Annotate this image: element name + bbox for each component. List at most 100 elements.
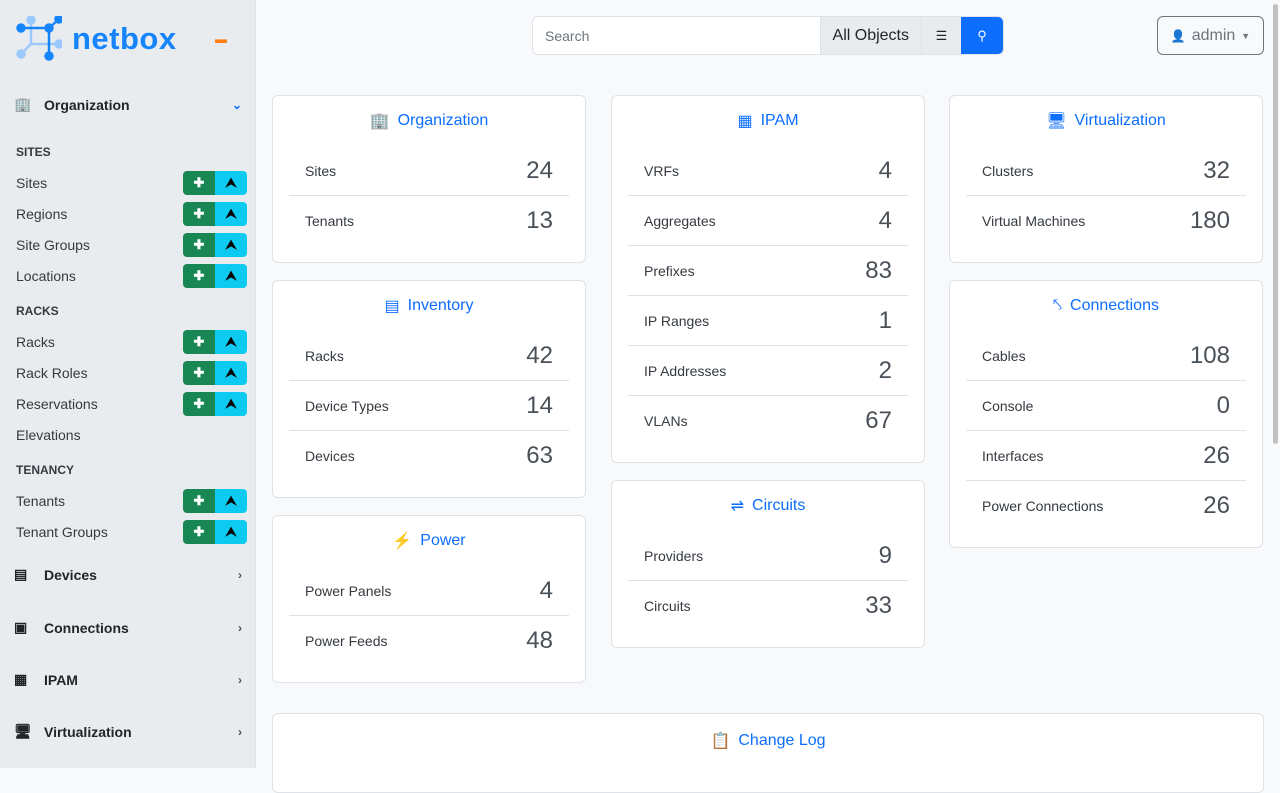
- changelog-title-text: Change Log: [738, 732, 826, 749]
- filter-button[interactable]: ☰: [921, 17, 961, 54]
- stat-row[interactable]: Interfaces 26: [966, 431, 1246, 481]
- stat-row[interactable]: Console 0: [966, 381, 1246, 431]
- sidebar-group-organization[interactable]: 🏢 Organization ⌄: [14, 94, 242, 116]
- stat-row[interactable]: VRFs 4: [628, 146, 908, 196]
- stat-row[interactable]: IP Addresses 2: [628, 346, 908, 396]
- stat-count: 26: [1203, 492, 1230, 519]
- search-button[interactable]: ⚲: [961, 17, 1003, 54]
- netbox-logo[interactable]: netbox: [16, 16, 177, 62]
- item-actions: ✚ ⮝: [183, 330, 247, 354]
- stat-row[interactable]: Device Types 14: [289, 381, 569, 431]
- add-button[interactable]: ✚: [183, 392, 215, 416]
- add-button[interactable]: ✚: [183, 489, 215, 513]
- user-menu-button[interactable]: 👤 admin ▼: [1157, 16, 1264, 55]
- sidebar-item-rack-roles[interactable]: Rack Roles ✚ ⮝: [16, 361, 247, 385]
- sidebar-group-connections[interactable]: ▣ Connections ›: [14, 617, 242, 639]
- import-button[interactable]: ⮝: [215, 264, 247, 288]
- stat-label: Cables: [982, 347, 1026, 364]
- user-icon: 👤: [1170, 28, 1186, 43]
- sidebar-item-sites[interactable]: Sites ✚ ⮝: [16, 171, 247, 195]
- sidebar-item-reservations[interactable]: Reservations ✚ ⮝: [16, 392, 247, 416]
- import-button[interactable]: ⮝: [215, 392, 247, 416]
- stat-row[interactable]: Providers 9: [628, 531, 908, 581]
- search-scope-label: All Objects: [832, 26, 909, 44]
- sidebar-item-label: Regions: [16, 206, 68, 222]
- stat-row[interactable]: Prefixes 83: [628, 246, 908, 296]
- add-button[interactable]: ✚: [183, 330, 215, 354]
- sidebar-item-label: Rack Roles: [16, 365, 88, 381]
- card-power: ⚡ Power Power Panels 4 Power Feeds 48: [272, 515, 586, 683]
- sidebar-item-locations[interactable]: Locations ✚ ⮝: [16, 264, 247, 288]
- card-title[interactable]: ⇌ Circuits: [628, 481, 908, 531]
- stat-label: Sites: [305, 162, 337, 179]
- import-button[interactable]: ⮝: [215, 330, 247, 354]
- stat-count: 48: [526, 627, 553, 654]
- card-title[interactable]: ▦ IPAM: [628, 96, 908, 146]
- stat-label: Devices: [305, 448, 355, 464]
- import-button[interactable]: ⮝: [215, 202, 247, 226]
- stat-label: Interfaces: [982, 447, 1044, 464]
- sidebar-item-label: Tenants: [16, 493, 66, 509]
- sidebar-item-elevations[interactable]: Elevations: [16, 423, 247, 447]
- sidebar-section-header: RACKS: [16, 304, 59, 318]
- clipboard-clock-icon: 📋: [710, 733, 731, 750]
- import-button[interactable]: ⮝: [215, 520, 247, 544]
- stat-row[interactable]: Power Panels 4: [289, 566, 569, 616]
- stat-row[interactable]: Power Connections 26: [966, 481, 1246, 531]
- stat-row[interactable]: Power Feeds 48: [289, 616, 569, 666]
- pin-icon[interactable]: ▬: [215, 32, 227, 46]
- stat-row[interactable]: Tenants 13: [289, 196, 569, 246]
- add-button[interactable]: ✚: [183, 264, 215, 288]
- stat-row[interactable]: VLANs 67: [628, 396, 908, 446]
- sidebar-group-devices[interactable]: ▤ Devices ›: [14, 564, 242, 586]
- card-title-text: Circuits: [752, 497, 806, 514]
- card-title[interactable]: 🏢 Organization: [289, 96, 569, 146]
- stat-row[interactable]: Virtual Machines 180: [966, 196, 1246, 246]
- stat-row[interactable]: Cables 108: [966, 331, 1246, 381]
- stat-count: 24: [526, 156, 553, 184]
- search-input[interactable]: [533, 17, 820, 54]
- sidebar-item-racks[interactable]: Racks ✚ ⮝: [16, 330, 247, 354]
- stat-row[interactable]: Aggregates 4: [628, 196, 908, 246]
- sidebar-group-virtualization[interactable]: 🖥 Virtualization ›: [14, 721, 242, 743]
- import-button[interactable]: ⮝: [215, 171, 247, 195]
- stat-row[interactable]: Circuits 33: [628, 581, 908, 631]
- changelog-title[interactable]: 📋 Change Log: [273, 714, 1263, 768]
- import-button[interactable]: ⮝: [215, 233, 247, 257]
- sidebar-item-tenant-groups[interactable]: Tenant Groups ✚ ⮝: [16, 520, 247, 544]
- card-virtualization: 🖥 Virtualization Clusters 32 Virtual Machine…: [949, 95, 1263, 263]
- search-scope-select[interactable]: All Objects: [819, 17, 921, 54]
- stat-row[interactable]: Sites 24: [289, 146, 569, 196]
- sidebar-item-label: Sites: [16, 175, 48, 191]
- import-button[interactable]: ⮝: [215, 489, 247, 513]
- add-button[interactable]: ✚: [183, 520, 215, 544]
- add-button[interactable]: ✚: [183, 202, 215, 226]
- import-button[interactable]: ⮝: [215, 361, 247, 385]
- add-button[interactable]: ✚: [183, 361, 215, 385]
- stat-row[interactable]: Racks 42: [289, 331, 569, 381]
- sidebar-group-ipam[interactable]: ▦ IPAM ›: [14, 669, 242, 691]
- card-title[interactable]: ⤣ Connections: [966, 281, 1246, 331]
- sidebar-group-label: IPAM: [44, 672, 78, 688]
- sidebar-group-label: Connections: [44, 620, 129, 636]
- sidebar-item-regions[interactable]: Regions ✚ ⮝: [16, 202, 247, 226]
- dashboard-column: 🖥 Virtualization Clusters 32 Virtual Machine…: [949, 95, 1263, 548]
- stat-row[interactable]: IP Ranges 1: [628, 296, 908, 346]
- sidebar-item-site-groups[interactable]: Site Groups ✚ ⮝: [16, 233, 247, 257]
- stat-label: Power Connections: [982, 498, 1104, 514]
- sidebar-item-tenants[interactable]: Tenants ✚ ⮝: [16, 489, 247, 513]
- stat-row[interactable]: Devices 63: [289, 431, 569, 481]
- monitor-icon: 🖥: [1046, 113, 1067, 130]
- card-title[interactable]: ▤ Inventory: [289, 281, 569, 331]
- card-title[interactable]: 🖥 Virtualization: [966, 96, 1246, 146]
- sidebar: netbox ▬ 🏢 Organization ⌄ SITES Sites ✚ ⮝ Regio…: [0, 0, 256, 768]
- add-button[interactable]: ✚: [183, 171, 215, 195]
- add-button[interactable]: ✚: [183, 233, 215, 257]
- card-connections: ⤣ Connections Cables 108 Console 0 Interfaces 2…: [949, 280, 1263, 548]
- stat-row[interactable]: Clusters 32: [966, 146, 1246, 196]
- chevron-right-icon: ›: [238, 673, 242, 687]
- card-title[interactable]: ⚡ Power: [289, 516, 569, 566]
- scrollbar[interactable]: [1273, 4, 1278, 444]
- chevron-down-icon: ⌄: [231, 98, 242, 112]
- sidebar-group-label: Virtualization: [44, 724, 132, 740]
